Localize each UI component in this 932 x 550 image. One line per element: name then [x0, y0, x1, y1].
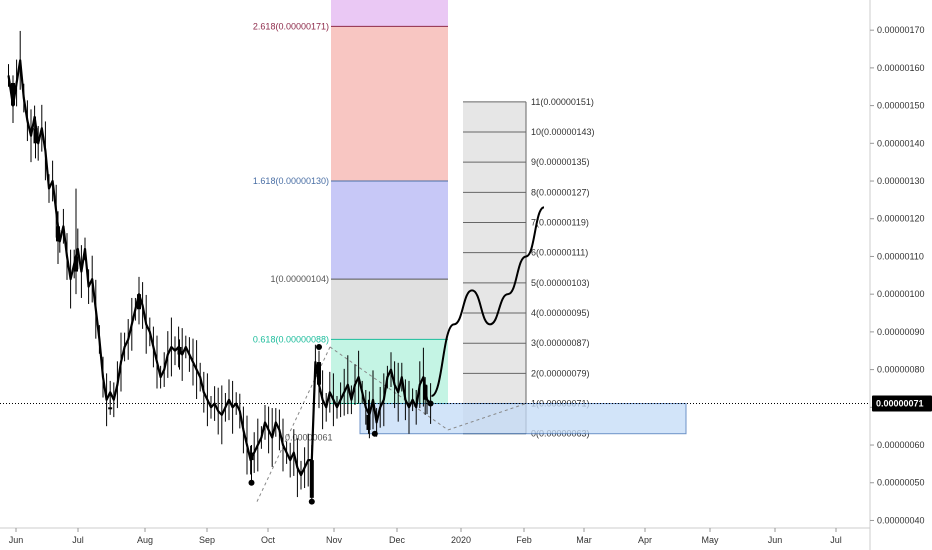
- y-tick-label: 0.00000090: [877, 327, 925, 337]
- x-tick-label: 2020: [451, 535, 471, 545]
- candle-body: [366, 414, 371, 430]
- fib-grid-levels[interactable]: 11(0.00000151) 10(0.00000143) 9(0.00000135…: [463, 97, 595, 439]
- fib-grid-label: 9(0.00000135): [531, 157, 590, 167]
- fib-grid-label: 10(0.00000143): [531, 127, 595, 137]
- fib-grid-label: 2(0.00000079): [531, 368, 590, 378]
- fib-level-label: 0.618(0.00000088): [253, 334, 329, 344]
- fib-grid-label: 7(0.00000119): [531, 218, 589, 228]
- y-tick-label: 0.00000080: [877, 365, 925, 375]
- ghost-label: 0.00000061: [285, 432, 333, 442]
- fib-grid-label: 11(0.00000151): [531, 97, 594, 107]
- current-price-badge[interactable]: [872, 395, 932, 412]
- fib-grid-label: 6(0.00000111): [531, 248, 588, 258]
- pivot-marker: [308, 498, 315, 505]
- x-tick-label: Feb: [516, 535, 532, 545]
- fib-band[interactable]: [331, 181, 448, 280]
- fib-level-label: 1.618(0.00000130): [253, 176, 329, 186]
- fib-level-label: 1(0.00000104): [270, 274, 329, 284]
- candle-body: [177, 346, 182, 355]
- y-tick-label: 0.00000130: [877, 176, 925, 186]
- fib-grid-label: 8(0.00000127): [531, 187, 590, 197]
- candle-body: [309, 460, 314, 498]
- x-tick-label: Jun: [9, 535, 24, 545]
- y-tick-label: 0.00000040: [877, 515, 925, 525]
- x-tick-label: Sep: [199, 535, 215, 545]
- x-tick-label: Mar: [576, 535, 592, 545]
- candle-body: [249, 452, 254, 461]
- fib-band-top[interactable]: [331, 0, 448, 27]
- candle-body: [56, 226, 60, 242]
- y-tick-label: 0.00000170: [877, 25, 925, 35]
- price-line: [7, 59, 432, 477]
- fib-grid-label: 4(0.00000095): [531, 308, 590, 318]
- dashed-guide: [329, 346, 449, 431]
- x-tick-label: Jul: [72, 535, 84, 545]
- x-tick-label: Jul: [830, 535, 842, 545]
- x-axis[interactable]: Jun Jul Aug Sep Oct Nov Dec 2020 Feb Mar Apr May Jun…: [0, 527, 870, 545]
- x-tick-label: Jun: [768, 535, 783, 545]
- candle-body: [317, 362, 321, 385]
- y-tick-label: 0.00000060: [877, 440, 925, 450]
- dashed-guide: [447, 403, 527, 431]
- pivot-marker: [316, 343, 322, 350]
- y-tick-label: 0.00000120: [877, 214, 925, 224]
- dashed-guide: [256, 346, 331, 502]
- fib-level-label: 2.618(0.00000171): [253, 21, 329, 31]
- candle-body: [11, 82, 15, 106]
- fib-grid-background[interactable]: [463, 101, 526, 434]
- pivot-marker: [427, 400, 434, 407]
- projection-path[interactable]: [430, 206, 545, 397]
- candle-body: [33, 128, 38, 144]
- y-axis[interactable]: 0.000000400.000000500.000000600.00000070…: [869, 0, 932, 550]
- trend-guides: 0.00000061: [256, 346, 527, 502]
- candle-body: [423, 384, 428, 400]
- x-tick-label: Aug: [137, 535, 153, 545]
- y-tick-label: 0.00000110: [877, 251, 924, 261]
- x-tick-label: Nov: [326, 535, 343, 545]
- projection-curve[interactable]: [430, 206, 545, 397]
- candle-body: [74, 256, 78, 272]
- y-tick-label: 0.00000150: [877, 101, 925, 111]
- y-tick-label: 0.00000050: [877, 478, 925, 488]
- x-tick-label: Apr: [638, 535, 652, 545]
- fib-band[interactable]: [331, 279, 448, 340]
- x-tick-label: May: [701, 535, 719, 545]
- target-range-box[interactable]: [359, 403, 687, 435]
- fib-extension-levels[interactable]: 2.618(0.00000171) 1.618(0.00000130) 1(0.00…: [253, 0, 448, 405]
- pivot-marker: [371, 430, 378, 437]
- candle-body: [108, 407, 113, 410]
- target-box[interactable]: [359, 403, 687, 435]
- y-tick-label: 0.00000100: [877, 289, 925, 299]
- candle-body: [137, 294, 141, 310]
- candle-series: [11, 75, 434, 505]
- x-tick-label: Dec: [389, 535, 406, 545]
- current-price-label: 0.00000071: [876, 399, 924, 409]
- fib-band[interactable]: [331, 26, 448, 182]
- fib-grid-label: 3(0.00000087): [531, 338, 590, 348]
- y-tick-label: 0.00000160: [877, 63, 925, 73]
- pivot-marker: [248, 479, 255, 486]
- fib-grid-label: 5(0.00000103): [531, 278, 590, 288]
- y-tick-label: 0.00000140: [877, 138, 925, 148]
- x-tick-label: Oct: [261, 535, 276, 545]
